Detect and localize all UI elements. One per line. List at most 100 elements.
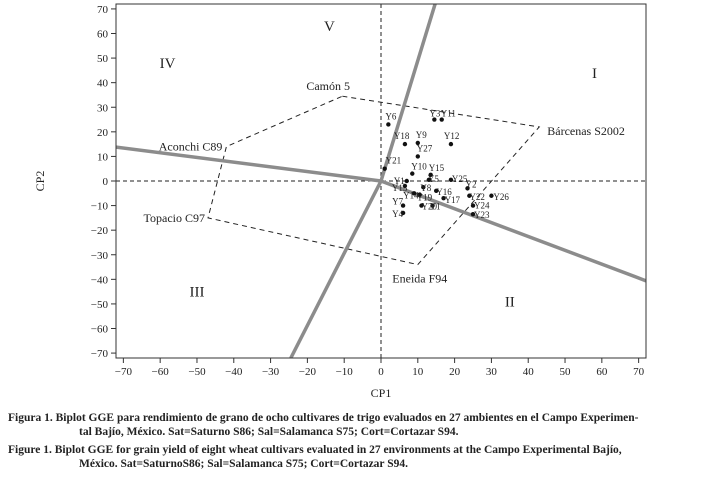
environment-point <box>417 192 422 197</box>
cultivar-label: Topacio C97 <box>144 211 205 225</box>
y-tick-label: −70 <box>91 348 109 360</box>
sector-label: III <box>189 285 204 301</box>
environment-label: Y3 <box>429 109 440 119</box>
y-tick-label: −60 <box>91 324 109 336</box>
environment-point <box>428 172 433 178</box>
environment-point <box>415 154 421 159</box>
environment-label: Y13 <box>392 183 408 193</box>
x-axis-title: CP1 <box>371 386 392 400</box>
environment-point <box>382 166 387 171</box>
environment-label: Y6 <box>385 111 396 121</box>
environment-point <box>448 177 454 182</box>
y-tick-label: 70 <box>97 4 109 16</box>
environment-label: Y14 <box>403 190 419 200</box>
caption-english-prefix: Figure 1. <box>8 444 52 456</box>
cultivar-label: Eneida F94 <box>392 272 447 286</box>
y-tick-label: −40 <box>91 274 109 286</box>
environment-point <box>434 188 439 194</box>
environment-label: Y20 <box>421 202 437 212</box>
environment-point <box>489 193 494 198</box>
environment-point <box>421 184 426 190</box>
y-tick-label: 40 <box>97 78 109 90</box>
x-tick-label: 10 <box>412 366 424 378</box>
cultivar-label: Camón 5 <box>306 79 350 93</box>
environment-label: Y15 <box>429 163 445 173</box>
x-tick-label: −40 <box>225 366 243 378</box>
sector-label: II <box>505 294 515 310</box>
environment-label: Y1 <box>394 176 405 186</box>
environment-label: Y23 <box>474 210 490 220</box>
x-tick-label: 60 <box>596 366 608 378</box>
environment-point <box>470 203 476 208</box>
y-tick-label: −20 <box>91 225 109 237</box>
environment-label: Y7 <box>392 197 403 207</box>
y-tick-label: 60 <box>97 29 109 41</box>
environment-label: Y9 <box>416 130 427 140</box>
environment-point <box>402 183 408 189</box>
y-tick-label: −30 <box>91 250 109 262</box>
y-axis-title: CP2 <box>33 171 47 192</box>
environment-label: Y10 <box>411 162 427 172</box>
cultivar-label: Bárcenas S2002 <box>547 124 625 138</box>
y-tick-label: 50 <box>97 53 109 65</box>
x-tick-label: −60 <box>152 366 170 378</box>
environment-point <box>400 210 406 216</box>
environment-point <box>386 122 391 127</box>
cultivar-label: Aconchi C89 <box>159 140 223 154</box>
environment-label: Y1 <box>430 202 441 212</box>
x-tick-label: −50 <box>188 366 206 378</box>
environment-point <box>467 193 472 198</box>
environment-label: Y8 <box>420 183 431 193</box>
environment-point <box>419 203 424 208</box>
environment-point <box>400 203 406 208</box>
environment-point <box>465 186 470 191</box>
environment-point <box>448 141 454 147</box>
x-tick-label: 20 <box>449 366 461 378</box>
caption-spanish-text-2: tal Bajío, México. Sat=Saturno S86; Sal=… <box>79 426 459 438</box>
biplot-chart: −70 −60 −50 −40 −30 −20 −10 0 10 20 30 40 50 60 70 −70 −… <box>33 3 647 400</box>
environment-point <box>441 196 446 201</box>
environment-label: Y2 <box>465 179 476 189</box>
environment-label: Y24 <box>474 201 490 211</box>
caption-english-text: Biplot GGE for grain yield of eight whea… <box>54 444 622 456</box>
environment-point <box>410 171 415 176</box>
sector-label: IV <box>160 56 176 72</box>
y-tick-label: 30 <box>97 102 109 114</box>
caption-spanish-text: Biplot GGE para rendimiento de grano de … <box>55 412 639 424</box>
environment-label: Y27 <box>417 143 433 153</box>
sector-line-4 <box>380 179 646 283</box>
caption-spanish-prefix: Figura 1. <box>8 412 53 424</box>
y-tick-label: −50 <box>91 299 109 311</box>
sector-line-1 <box>379 4 437 182</box>
x-tick-label: −10 <box>336 366 354 378</box>
y-tick-label: 0 <box>103 176 109 188</box>
environment-label: Y22 <box>469 192 485 202</box>
x-tick-label: 70 <box>633 366 645 378</box>
x-tick-label: −30 <box>262 366 280 378</box>
environment-point <box>470 211 476 217</box>
environment-point <box>415 140 421 146</box>
environment-label: Y17 <box>445 195 461 205</box>
sector-line-2 <box>116 145 382 183</box>
environment-point <box>426 177 432 182</box>
environment-point <box>430 203 435 208</box>
sector-label: I <box>592 66 597 82</box>
y-tick-label: 20 <box>97 127 109 139</box>
caption-spanish: Figura 1. Biplot GGE para rendimiento de… <box>8 411 714 439</box>
x-tick-label: −70 <box>115 366 133 378</box>
environment-label: Y19 <box>417 193 433 203</box>
environment-label: Y5 <box>428 174 439 184</box>
environment-point <box>404 178 409 184</box>
environment-label: Y12 <box>444 131 460 141</box>
x-tick-label: −20 <box>299 366 317 378</box>
x-tick-label: 50 <box>560 366 572 378</box>
environment-label: Y21 <box>386 156 402 166</box>
environment-label: Y18 <box>394 131 410 141</box>
sector-label: V <box>324 19 335 35</box>
x-tick-label: 40 <box>523 366 535 378</box>
environment-label: Y4 <box>392 209 403 219</box>
y-tick-label: 10 <box>97 151 109 163</box>
environment-point <box>402 141 408 147</box>
environment-label: Y16 <box>436 187 452 197</box>
convex-hull-polygon <box>207 95 541 266</box>
